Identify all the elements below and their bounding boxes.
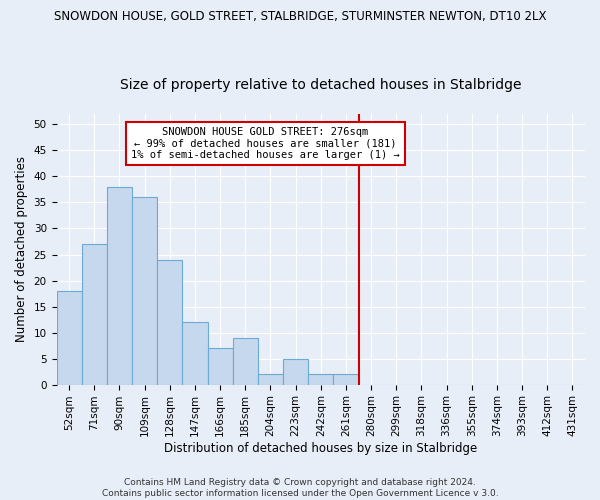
Bar (283, 358, 308, 384)
Bar (334, 374, 359, 384)
X-axis label: Distribution of detached houses by size in Stalbridge: Distribution of detached houses by size … (164, 442, 478, 455)
Bar (182, 322, 208, 384)
Bar (258, 374, 283, 384)
Text: SNOWDON HOUSE, GOLD STREET, STALBRIDGE, STURMINSTER NEWTON, DT10 2LX: SNOWDON HOUSE, GOLD STREET, STALBRIDGE, … (54, 10, 546, 23)
Title: Size of property relative to detached houses in Stalbridge: Size of property relative to detached ho… (120, 78, 521, 92)
Bar (107, 187, 132, 384)
Bar (208, 348, 233, 385)
Bar (233, 338, 258, 384)
Bar (308, 374, 334, 384)
Bar (157, 260, 182, 384)
Text: SNOWDON HOUSE GOLD STREET: 276sqm
← 99% of detached houses are smaller (181)
1% : SNOWDON HOUSE GOLD STREET: 276sqm ← 99% … (131, 127, 400, 160)
Bar (56, 291, 82, 384)
Bar (82, 244, 107, 384)
Y-axis label: Number of detached properties: Number of detached properties (15, 156, 28, 342)
Text: Contains HM Land Registry data © Crown copyright and database right 2024.
Contai: Contains HM Land Registry data © Crown c… (101, 478, 499, 498)
Bar (132, 198, 157, 384)
